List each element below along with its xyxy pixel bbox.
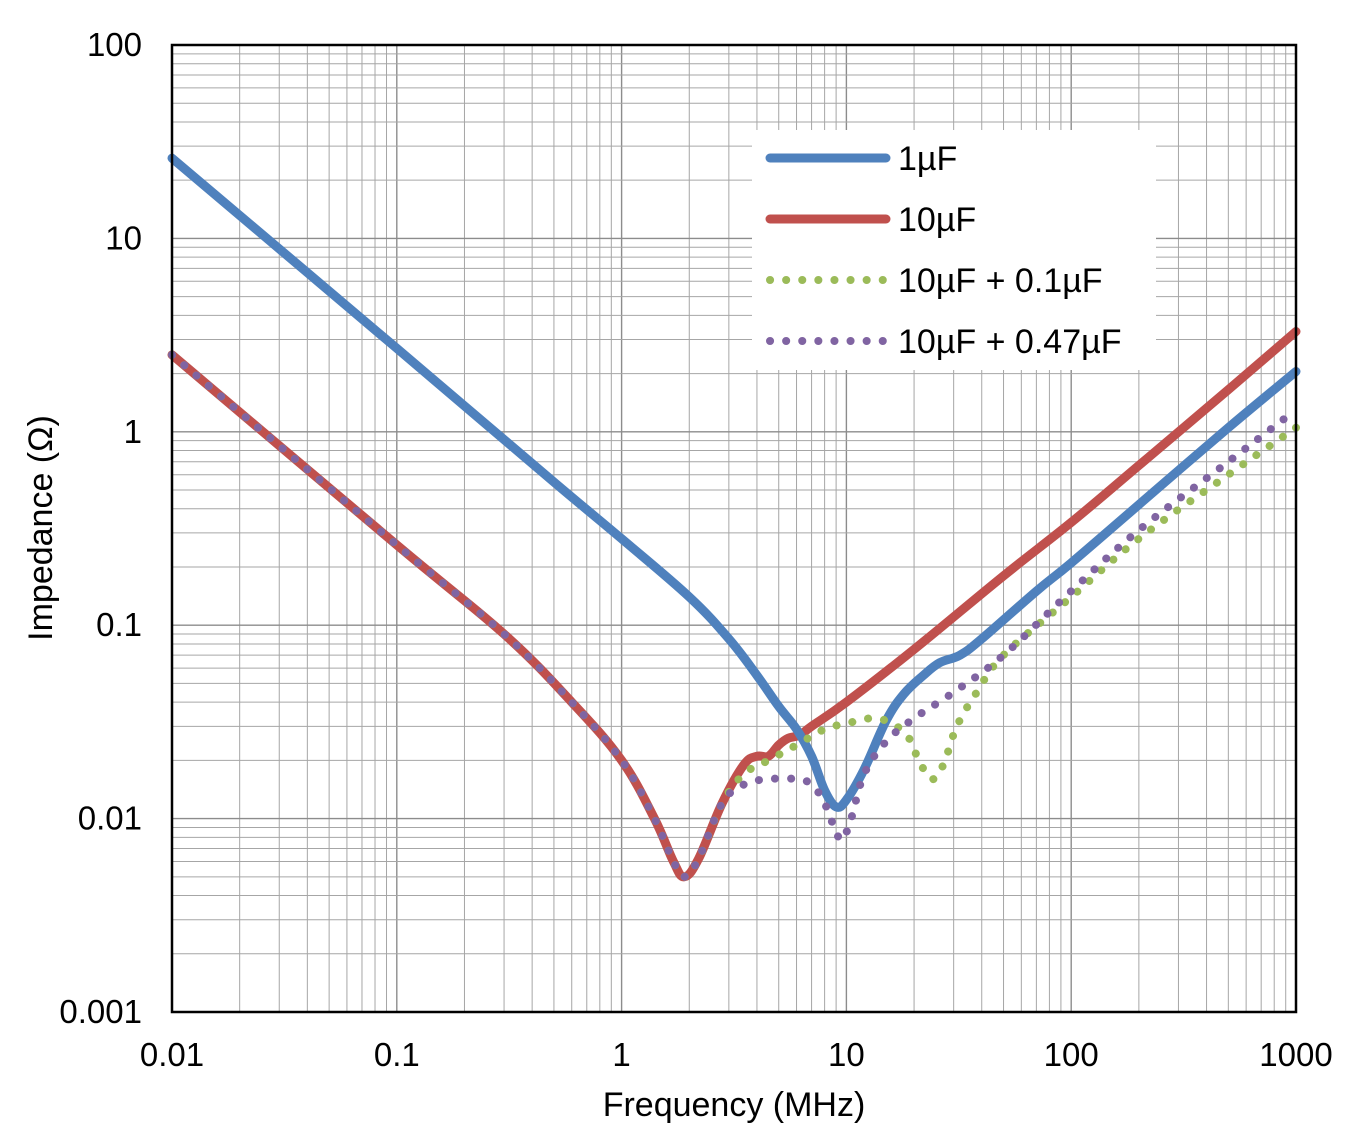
y-tick-label: 0.001 [59, 993, 142, 1030]
legend: 1µF 10µF 10µF + 0.1µF 10µF + 0.47µF [752, 130, 1156, 370]
x-tick-label: 10 [828, 1036, 865, 1073]
y-tick-label: 0.1 [96, 606, 142, 643]
legend-label-1: 10µF [898, 201, 976, 239]
y-tick-label: 1 [124, 413, 142, 450]
legend-label-3: 10µF + 0.47µF [898, 323, 1121, 361]
legend-box [752, 130, 1156, 370]
y-tick-label: 0.01 [78, 800, 142, 837]
tick-labels: 0.01 0.1 1 10 100 1000 0.001 0.01 0.1 1 10 100 [59, 26, 1332, 1073]
y-axis-title: Impedance (Ω) [22, 415, 60, 641]
y-tick-label: 100 [87, 26, 142, 63]
y-tick-label: 10 [105, 219, 142, 256]
series-line-2 [168, 350, 1300, 881]
series-line-3 [168, 350, 1300, 881]
x-tick-label: 0.01 [140, 1036, 204, 1073]
plot-area-frame [170, 43, 1298, 1014]
series-layer [167, 153, 1301, 882]
x-tick-label: 1000 [1259, 1036, 1332, 1073]
series-line-0 [167, 153, 1301, 812]
legend-label-0: 1µF [898, 140, 957, 178]
x-tick-label: 1 [612, 1036, 630, 1073]
grid-layer [172, 45, 1296, 1012]
x-tick-label: 0.1 [374, 1036, 420, 1073]
x-axis-title: Frequency (MHz) [603, 1086, 866, 1124]
x-tick-label: 100 [1044, 1036, 1099, 1073]
legend-label-2: 10µF + 0.1µF [898, 262, 1103, 300]
series-line-1 [167, 327, 1301, 882]
